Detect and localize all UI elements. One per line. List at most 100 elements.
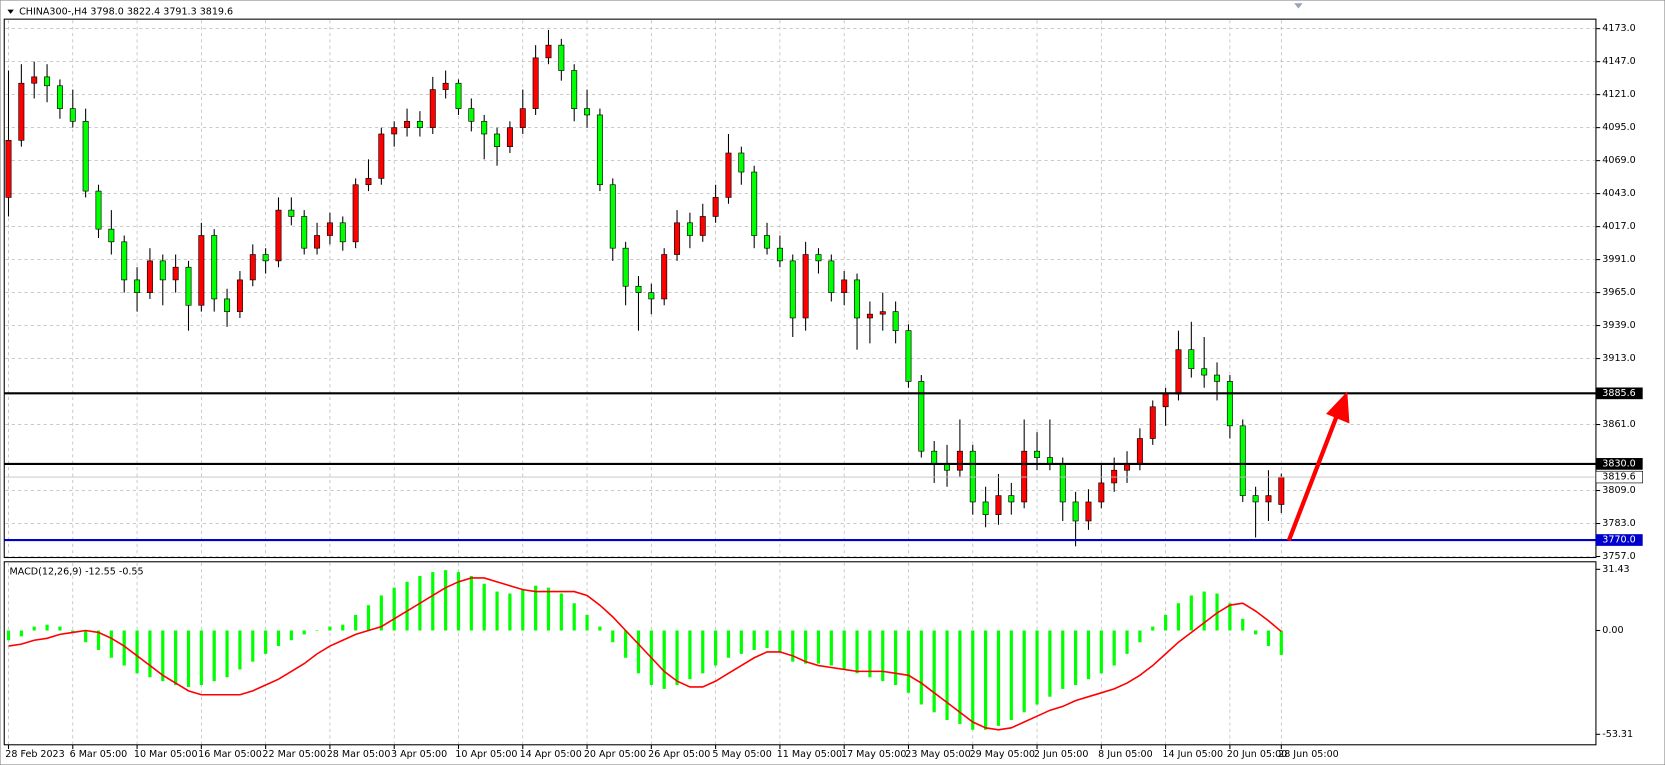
candle-body xyxy=(5,140,12,198)
candle-body xyxy=(584,108,591,116)
candle-body xyxy=(648,292,655,300)
macd-bar xyxy=(1215,593,1219,631)
candle-body xyxy=(712,197,719,217)
high: 3822.4 xyxy=(127,6,160,17)
macd-bar xyxy=(636,630,641,674)
candle-body xyxy=(1149,406,1156,439)
macd-bar xyxy=(611,630,615,643)
macd-bar xyxy=(289,630,293,641)
y-tick-label: 4069.0 xyxy=(1602,155,1635,166)
candle-body xyxy=(596,114,603,186)
y-tick-label: 3861.0 xyxy=(1602,419,1635,430)
y-tick-label: 3991.0 xyxy=(1602,254,1635,265)
menu-triangle[interactable] xyxy=(7,9,14,14)
macd-bar xyxy=(1099,630,1103,674)
macd-bar xyxy=(96,630,101,650)
macd-bar xyxy=(675,630,679,686)
x-tick-label: 28 Jun 05:00 xyxy=(1278,749,1339,760)
macd-bar xyxy=(161,630,165,682)
chart-header: CHINA300-,H4 3798.0 3822.4 3791.3 3819.6 xyxy=(19,6,233,17)
candle-body xyxy=(841,279,848,293)
macd-bar xyxy=(534,585,538,631)
x-tick-label: 5 May 05:00 xyxy=(712,749,771,760)
y-tick-label: 4147.0 xyxy=(1602,56,1635,67)
candle-body xyxy=(455,82,462,109)
y-tick-label: -53.31 xyxy=(1602,729,1633,740)
candle-body xyxy=(494,133,501,147)
candle-body xyxy=(674,222,681,255)
macd-bar xyxy=(469,575,473,631)
low: 3791.3 xyxy=(163,6,196,17)
macd-bar xyxy=(894,630,898,686)
candle-body xyxy=(1278,476,1285,505)
plot-layer: 28 Feb 2023 6 Mar 05:00 10 Mar 05:00 16 Mar… xyxy=(4,20,1644,760)
macd-bar xyxy=(276,630,281,647)
y-tick-label: 4121.0 xyxy=(1602,89,1635,100)
macd-bar xyxy=(559,593,563,631)
macd-panel xyxy=(3,561,1597,746)
macd-bar xyxy=(598,626,602,631)
macd-bar xyxy=(482,583,486,631)
candle-body xyxy=(956,450,963,471)
macd-bar xyxy=(958,630,962,724)
current-price-label: 3819.6 xyxy=(1602,472,1635,483)
candle-body xyxy=(185,266,192,306)
signal-value: -0.55 xyxy=(119,566,144,577)
macd-bar xyxy=(58,626,62,631)
current-price-box xyxy=(1595,470,1644,484)
macd-header: MACD(12,26,9) -12.55 -0.55 xyxy=(10,566,144,577)
candle-body xyxy=(776,247,783,262)
macd-bar xyxy=(431,572,435,631)
macd-bar xyxy=(1009,630,1013,721)
macd-bar xyxy=(135,630,139,674)
macd-bar xyxy=(1228,603,1232,631)
macd-bar xyxy=(1022,630,1026,713)
candle-body xyxy=(275,209,282,262)
macd-bar xyxy=(1125,630,1129,654)
candle-body xyxy=(391,127,398,135)
macd-bar xyxy=(148,630,152,678)
close: 3819.6 xyxy=(200,6,233,17)
x-tick-label: 20 Apr 05:00 xyxy=(584,749,646,760)
macd-bar xyxy=(714,630,718,666)
x-tick-label: 6 Mar 05:00 xyxy=(70,749,128,760)
candle-body xyxy=(828,260,835,293)
candle-body xyxy=(1072,501,1079,522)
macd-bar xyxy=(1279,630,1283,655)
candle-body xyxy=(352,184,359,243)
candle-body xyxy=(1265,495,1272,503)
candle-body xyxy=(44,76,51,87)
annotation-arrowhead xyxy=(1326,391,1350,424)
candle-body xyxy=(751,171,758,236)
open: 3798.0 xyxy=(90,6,123,17)
candle-body xyxy=(95,190,102,230)
macd-bar xyxy=(444,570,448,631)
macd-bar xyxy=(1176,603,1181,631)
macd-bar xyxy=(1074,630,1078,686)
macd-bar xyxy=(919,630,923,705)
y-tick-label: 4095.0 xyxy=(1602,122,1635,133)
macd-bar xyxy=(624,630,628,658)
price-panel xyxy=(3,18,1597,559)
candle-body xyxy=(545,44,552,59)
macd-bar xyxy=(816,630,821,664)
macd-bar xyxy=(546,587,551,631)
annotation-arrow xyxy=(1286,409,1341,542)
macd-bar xyxy=(1048,630,1052,697)
macd-bar xyxy=(84,630,88,643)
x-tick-label: 29 May 05:00 xyxy=(970,749,1035,760)
macd-bar xyxy=(328,626,332,631)
macd-bar xyxy=(585,614,589,631)
macd-bar xyxy=(688,630,692,680)
candle-body xyxy=(1008,495,1015,503)
macd-title: MACD(12,26,9) xyxy=(10,566,82,577)
candle-body xyxy=(1201,368,1208,376)
candle-body xyxy=(982,501,989,515)
macd-bar xyxy=(855,630,859,674)
macd-bar xyxy=(315,630,319,632)
macd-bar xyxy=(1164,614,1168,631)
candle-body xyxy=(288,209,295,217)
macd-bar xyxy=(842,630,846,670)
macd-bar xyxy=(829,630,833,666)
